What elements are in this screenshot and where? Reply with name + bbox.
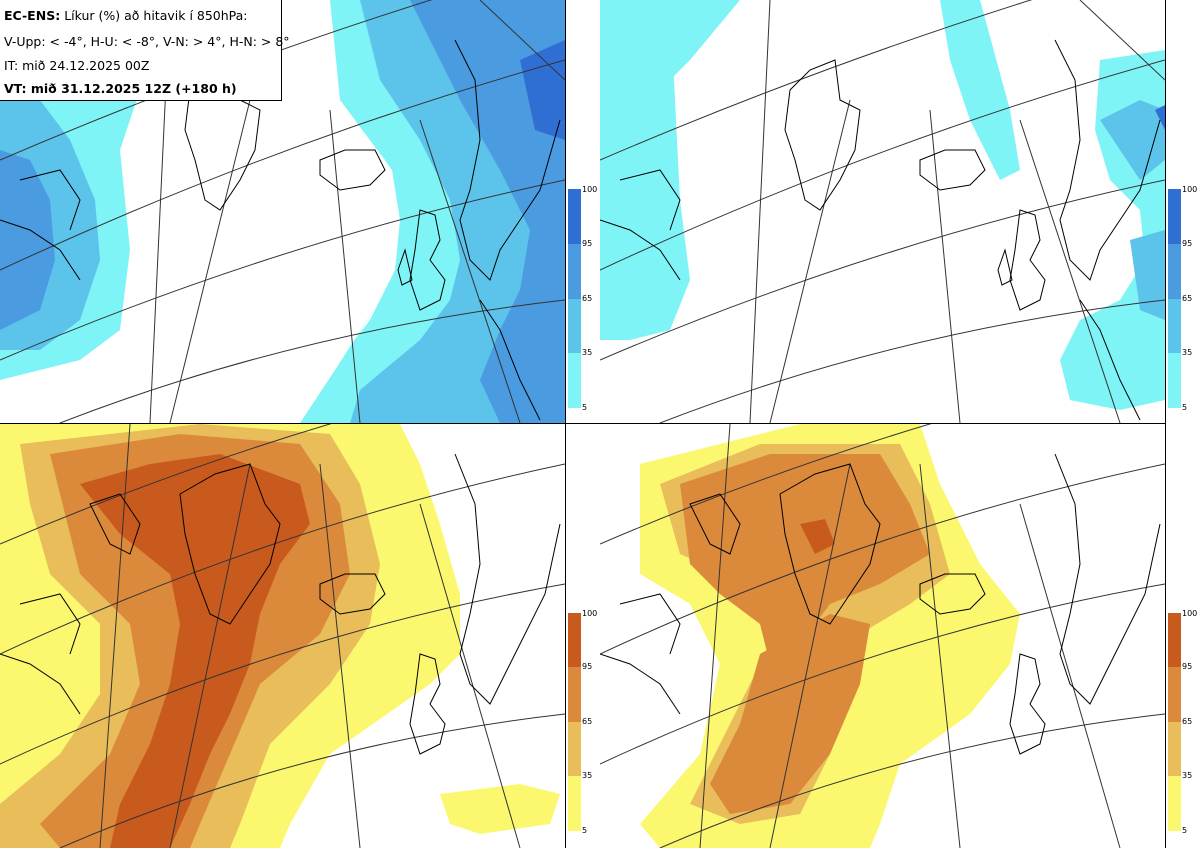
colorbar-seg-1 xyxy=(1168,613,1181,667)
colorbar-seg-2 xyxy=(1168,667,1181,722)
colorbar-seg-4 xyxy=(568,776,581,831)
colorbar-seg-3 xyxy=(1168,299,1181,353)
colorbar-warm-8: 100 95 65 35 5 xyxy=(1168,609,1200,835)
colorbar-label-65: 65 xyxy=(1182,717,1193,726)
divider-vertical-right xyxy=(1165,0,1166,848)
colorbar-label-5: 5 xyxy=(1182,403,1188,412)
info-thresholds: V-Upp: < -4°, H-U: < -8°, V-N: > 4°, H-N… xyxy=(4,34,290,49)
colorbar-seg-3 xyxy=(1168,722,1181,776)
colorbar-cold-8: 100 95 65 35 5 xyxy=(1168,185,1200,412)
probability-map-warm-4 xyxy=(0,424,565,848)
colorbar-label-65: 65 xyxy=(582,294,593,303)
colorbar-seg-2 xyxy=(1168,244,1181,299)
colorbar-seg-1 xyxy=(1168,189,1181,244)
probability-map-warm-8 xyxy=(600,424,1165,848)
info-title-rest: Líkur (%) að hitavik í 850hPa: xyxy=(64,8,248,23)
colorbar-label-95: 95 xyxy=(1182,662,1193,671)
map-panel-warm-4 xyxy=(0,424,565,848)
map-panel-warm-8 xyxy=(600,424,1165,848)
colorbar-label-100: 100 xyxy=(1182,185,1198,194)
divider-vertical-left xyxy=(565,0,566,848)
info-initial-time: IT: mið 24.12.2025 00Z xyxy=(4,58,150,73)
colorbar-seg-4 xyxy=(1168,353,1181,408)
colorbar-label-5: 5 xyxy=(1182,826,1188,835)
colorbar-seg-3 xyxy=(568,722,581,776)
map-panel-cold-4 xyxy=(0,0,565,423)
colorbar-warm-4: 100 95 65 35 5 xyxy=(568,609,602,835)
colorbar-label-5: 5 xyxy=(582,403,588,412)
info-box: EC-ENS: Líkur (%) að hitavik í 850hPa: V… xyxy=(0,0,290,101)
divider-horizontal xyxy=(0,423,1165,424)
colorbar-seg-4 xyxy=(568,353,581,408)
colorbar-seg-1 xyxy=(568,613,581,667)
map-panel-cold-8 xyxy=(600,0,1165,423)
info-title: EC-ENS: Líkur (%) að hitavik í 850hPa: xyxy=(4,8,248,23)
colorbar-cold-4: 100 95 65 35 5 xyxy=(568,185,602,412)
colorbar-label-95: 95 xyxy=(1182,239,1193,248)
info-title-bold: EC-ENS: xyxy=(4,8,61,23)
colorbar-label-100: 100 xyxy=(582,185,598,194)
colorbar-seg-1 xyxy=(568,189,581,244)
colorbar-label-35: 35 xyxy=(1182,348,1193,357)
colorbar-label-65: 65 xyxy=(1182,294,1193,303)
colorbar-label-65: 65 xyxy=(582,717,593,726)
probability-map-cold-8 xyxy=(600,0,1165,423)
info-valid-time: VT: mið 31.12.2025 12Z (+180 h) xyxy=(4,81,237,96)
colorbar-label-95: 95 xyxy=(582,239,593,248)
colorbar-seg-2 xyxy=(568,667,581,722)
colorbar-label-95: 95 xyxy=(582,662,593,671)
colorbar-label-100: 100 xyxy=(582,609,598,618)
colorbar-label-35: 35 xyxy=(582,348,593,357)
colorbar-label-35: 35 xyxy=(582,771,593,780)
probability-map-cold-4 xyxy=(0,0,565,423)
colorbar-seg-4 xyxy=(1168,776,1181,831)
colorbar-label-100: 100 xyxy=(1182,609,1198,618)
colorbar-label-5: 5 xyxy=(582,826,588,835)
colorbar-seg-2 xyxy=(568,244,581,299)
colorbar-seg-3 xyxy=(568,299,581,353)
colorbar-label-35: 35 xyxy=(1182,771,1193,780)
